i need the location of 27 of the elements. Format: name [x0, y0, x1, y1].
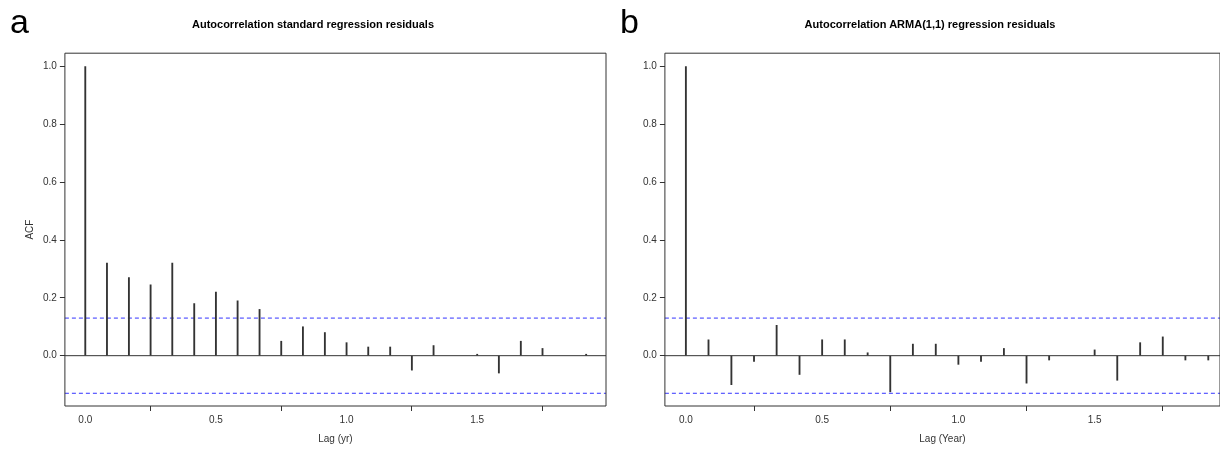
chart-title: Autocorrelation ARMA(1,1) regression residuals	[804, 17, 1056, 30]
x-tick-label: 0.0	[78, 413, 93, 425]
x-tick-label: 1.0	[339, 413, 354, 425]
x-axis-title: Lag (Year)	[919, 432, 966, 444]
text: b	[620, 2, 639, 40]
y-tick-label: 0.6	[43, 175, 58, 187]
y-tick-label: 0.0	[643, 349, 658, 361]
x-axis-title: Lag (yr)	[318, 432, 353, 444]
y-axis-title: ACF	[23, 219, 35, 240]
y-tick-label: 1.0	[43, 60, 58, 72]
y-tick-label: 0.0	[43, 349, 58, 361]
x-tick-label: 1.5	[1087, 413, 1103, 425]
y-tick-label: 0.2	[643, 291, 658, 303]
x-tick-label: 0.5	[208, 413, 224, 425]
y-tick-label: 0.8	[43, 118, 58, 130]
text: a	[10, 2, 29, 40]
x-tick-label: 1.5	[470, 413, 485, 425]
y-tick-label: 0.8	[643, 118, 658, 130]
y-tick-label: 0.4	[43, 233, 58, 245]
chart-title: Autocorrelation standard regression residuals	[191, 17, 435, 30]
y-tick-label: 0.6	[643, 175, 658, 187]
y-tick-label: 1.0	[643, 60, 658, 72]
x-tick-label: 0.5	[815, 413, 830, 425]
y-tick-label: 0.4	[643, 233, 658, 245]
x-tick-label: 1.0	[951, 413, 966, 425]
y-tick-label: 0.2	[43, 291, 58, 303]
x-tick-label: 0.0	[678, 413, 694, 425]
